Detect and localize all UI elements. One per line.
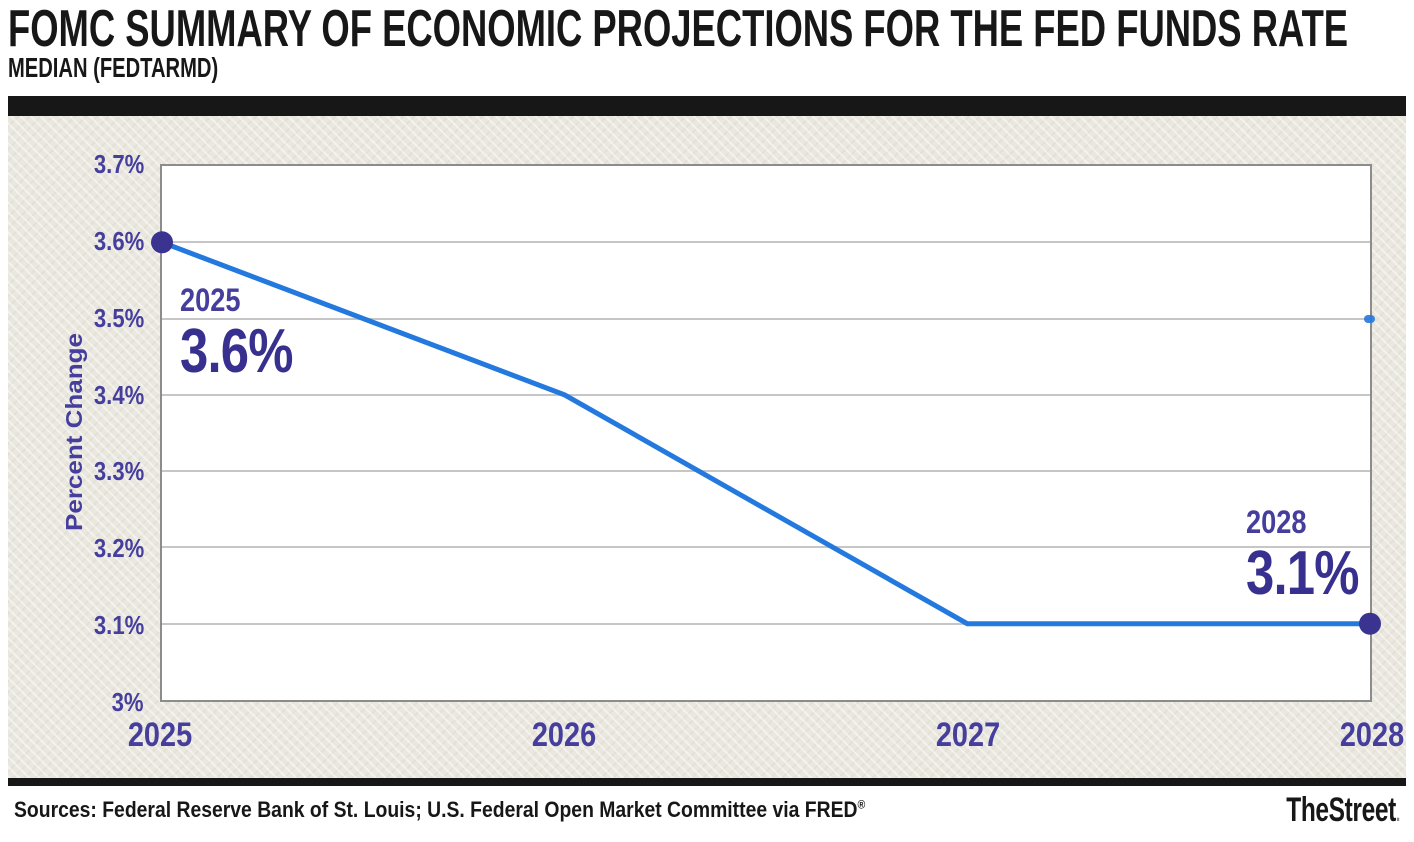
chart-panel: Percent Change 3.7% 3.6% 3.5% 3.4% 3.3% 3.2% 3… <box>8 116 1406 778</box>
thestreet-logo-period: . <box>1395 801 1400 826</box>
data-point-marker <box>1359 612 1381 635</box>
line-chart-svg <box>151 231 1381 635</box>
sources-main: Sources: Federal Reserve Bank of St. Lou… <box>14 797 858 822</box>
y-tick-label: 3.1% <box>93 610 144 641</box>
x-tick-label: 2027 <box>935 716 1001 754</box>
plot-area <box>151 164 1381 702</box>
gridline <box>162 470 1370 473</box>
y-tick-label: 3.3% <box>93 456 144 487</box>
annotation-2028-year: 2028 <box>1246 504 1307 540</box>
chart-title: FOMC SUMMARY OF ECONOMIC PROJECTIONS FOR… <box>8 0 1349 58</box>
projection-line <box>161 239 1370 627</box>
y-tick-label: 3.4% <box>93 379 144 410</box>
sources-text: Sources: Federal Reserve Bank of St. Lou… <box>14 797 866 822</box>
registered-mark: ® <box>857 797 866 812</box>
y-tick-label: 3% <box>112 687 144 717</box>
x-tick-label: 2026 <box>531 716 597 754</box>
x-tick-label: 2028 <box>1339 716 1405 754</box>
data-point-marker <box>151 231 173 254</box>
y-tick-label: 3.2% <box>93 533 144 564</box>
y-tick-label: 3.5% <box>93 302 144 333</box>
annotation-2028: 2028 3.1% <box>1246 506 1383 605</box>
y-tick-label: 3.6% <box>93 225 144 256</box>
y-axis-tick-labels: 3.7% 3.6% 3.5% 3.4% 3.3% 3.2% 3.1% 3% <box>8 151 148 715</box>
top-divider-bar <box>8 96 1406 116</box>
gridline <box>162 393 1370 396</box>
thestreet-logo-text: TheStreet <box>1286 791 1396 829</box>
x-axis-tick-labels: 2025 2026 2027 2028 <box>128 712 1404 754</box>
gridline <box>162 622 1370 625</box>
gridline <box>162 317 1370 320</box>
x-tick-label: 2025 <box>127 716 193 754</box>
edge-tick-artifact <box>1364 314 1375 323</box>
annotation-2025-value: 3.6% <box>180 317 293 386</box>
gridline <box>162 546 1370 549</box>
bottom-divider-bar <box>8 778 1406 786</box>
y-tick-label: 3.7% <box>93 149 144 179</box>
annotation-2028-value: 3.1% <box>1246 539 1359 608</box>
gridline <box>162 241 1370 244</box>
chart-subtitle: MEDIAN (FEDTARMD) <box>8 52 219 83</box>
annotation-2025-year: 2025 <box>180 282 241 318</box>
thestreet-logo: TheStreet. <box>1286 791 1400 829</box>
annotation-2025: 2025 3.6% <box>180 284 317 383</box>
footer: Sources: Federal Reserve Bank of St. Lou… <box>14 791 1400 836</box>
